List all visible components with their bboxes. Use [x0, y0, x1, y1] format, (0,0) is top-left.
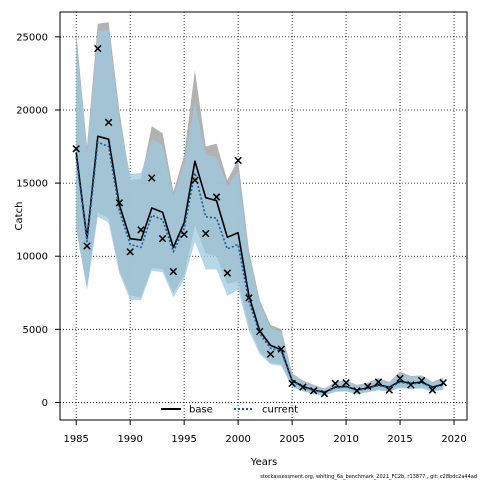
observed-point	[180, 230, 188, 239]
x-axis: 1985 1990 1995 2000 2005 2010 2015 2020	[63, 420, 467, 445]
observed-point	[72, 145, 80, 153]
observed-point	[83, 242, 91, 250]
observed-point	[223, 269, 232, 277]
plot-frame	[59, 11, 468, 421]
observed-point	[115, 199, 124, 207]
observed-point	[234, 156, 242, 165]
observed-point	[266, 350, 275, 358]
line-current	[75, 141, 444, 394]
x-tick-label: 2005	[279, 434, 304, 445]
observed-point	[417, 376, 426, 385]
footer-note: stockassessment.org, whiting_6a_benchmar…	[260, 474, 477, 480]
y-tick-label: 15000	[16, 179, 48, 190]
x-tick-label: 2015	[387, 434, 412, 445]
observed-point	[439, 378, 447, 387]
y-axis-label: Catch	[14, 202, 25, 231]
x-tick-label: 2020	[441, 434, 466, 445]
observed-point	[148, 174, 156, 182]
y-tick-label: 10000	[16, 252, 48, 263]
y-tick-label: 20000	[16, 105, 48, 116]
observed-point	[104, 118, 113, 127]
observed-point	[309, 387, 318, 395]
y-tick-label: 25000	[16, 32, 48, 43]
observed-points	[72, 44, 447, 398]
legend: base current	[161, 405, 298, 416]
observed-point	[288, 379, 296, 388]
legend-label-base: base	[189, 405, 213, 416]
observed-point	[126, 248, 134, 256]
y-tick-label: 0	[42, 398, 48, 409]
observed-point	[169, 267, 178, 276]
observed-point	[385, 386, 394, 394]
observed-point	[331, 379, 340, 388]
observed-point	[299, 383, 307, 391]
observed-point	[137, 226, 145, 234]
y-axis: 0 5000 10000 15000 20000 25000	[16, 32, 60, 409]
observed-point	[212, 193, 221, 201]
observed-point	[428, 386, 437, 394]
observed-point	[374, 378, 383, 386]
observed-point	[353, 387, 361, 395]
observed-point	[396, 374, 404, 383]
legend-label-current: current	[262, 405, 298, 416]
observed-point	[277, 345, 286, 353]
x-tick-label: 2010	[333, 434, 358, 445]
x-tick-label: 1985	[63, 434, 88, 445]
observed-point	[255, 327, 264, 336]
x-axis-label: Years	[250, 457, 277, 468]
x-tick-label: 2000	[225, 434, 250, 445]
observed-point	[363, 382, 372, 391]
observed-point	[202, 229, 210, 238]
observed-point	[320, 389, 329, 398]
x-tick-label: 1995	[171, 434, 196, 445]
y-tick-label: 5000	[23, 325, 48, 336]
observed-point	[407, 381, 415, 389]
observed-point	[94, 44, 102, 53]
observed-point	[245, 294, 253, 302]
observed-point	[158, 234, 167, 243]
observed-point	[191, 176, 199, 184]
x-tick-label: 1990	[117, 434, 142, 445]
observed-point	[342, 378, 350, 387]
